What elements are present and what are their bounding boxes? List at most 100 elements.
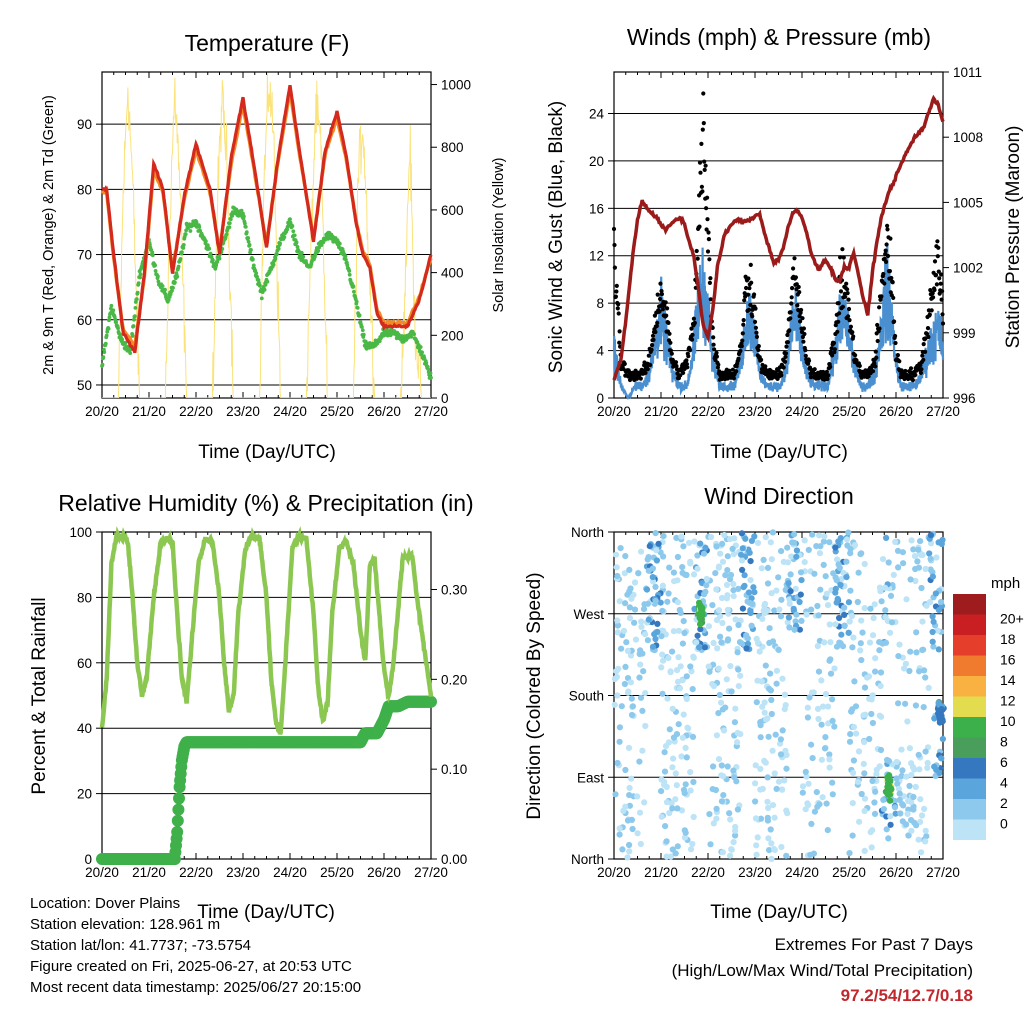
- dewpoint-point: [255, 274, 259, 279]
- direction-point: [925, 684, 932, 692]
- gust-point: [741, 322, 746, 327]
- direction-point: [631, 606, 639, 613]
- direction-point: [682, 744, 689, 752]
- direction-point: [899, 801, 906, 808]
- direction-point: [797, 569, 805, 576]
- direction-point: [614, 759, 621, 767]
- precip-point: [173, 792, 185, 805]
- direction-point: [669, 705, 676, 712]
- dewpoint-point: [150, 253, 155, 258]
- direction-point: [737, 731, 744, 738]
- direction-point: [927, 555, 934, 562]
- gust-point: [826, 373, 831, 378]
- direction-point: [758, 678, 765, 685]
- gust-point: [932, 287, 937, 293]
- gust-point: [655, 292, 660, 297]
- direction-point: [754, 834, 761, 841]
- dewpoint-point: [247, 243, 252, 247]
- direction-point: [638, 618, 645, 625]
- x-tick-label: 22/20: [179, 404, 213, 419]
- gust-point: [806, 358, 812, 363]
- dewpoint-point: [163, 287, 167, 292]
- direction-point: [683, 695, 690, 703]
- gust-point: [836, 319, 841, 324]
- y-tick-label: 50: [77, 378, 92, 393]
- direction-point: [814, 803, 821, 810]
- dewpoint-point: [276, 247, 281, 251]
- direction-point: [676, 685, 684, 692]
- direction-point: [761, 600, 769, 608]
- y-right-tick-label: 0.30: [441, 582, 467, 597]
- direction-point: [866, 639, 874, 646]
- direction-point: [697, 626, 704, 633]
- direction-point: [861, 560, 868, 568]
- direction-point: [838, 631, 845, 638]
- direction-point: [690, 653, 697, 660]
- direction-point: [741, 572, 748, 579]
- direction-point: [753, 699, 760, 706]
- direction-point: [693, 639, 700, 646]
- direction-point: [882, 614, 889, 621]
- direction-point: [700, 550, 708, 557]
- gust-point: [935, 254, 940, 259]
- direction-point: [659, 651, 666, 658]
- direction-point: [697, 540, 704, 547]
- direction-point: [642, 631, 649, 638]
- dewpoint-point: [354, 299, 359, 304]
- direction-point: [713, 805, 720, 812]
- dewpoint-point: [134, 297, 139, 302]
- direction-point: [679, 734, 686, 741]
- direction-point: [658, 813, 665, 820]
- direction-point: [769, 802, 777, 809]
- direction-point: [690, 813, 697, 821]
- direction-point: [778, 843, 785, 851]
- y-tick-label: 12: [589, 249, 604, 264]
- direction-point: [891, 804, 899, 811]
- direction-point: [887, 813, 894, 820]
- gust-point: [712, 347, 717, 352]
- direction-point: [757, 734, 764, 741]
- direction-point: [887, 821, 894, 828]
- direction-point: [904, 810, 911, 818]
- x-tick-label: 25/20: [320, 865, 354, 880]
- y-right-tick-label: 200: [441, 328, 464, 343]
- direction-point: [922, 674, 929, 681]
- direction-point: [821, 745, 829, 752]
- gust-point: [704, 206, 709, 211]
- direction-point: [789, 539, 796, 546]
- gust-point: [796, 307, 801, 313]
- direction-point: [805, 546, 812, 554]
- direction-point: [861, 770, 868, 777]
- direction-point: [845, 599, 853, 606]
- direction-point: [895, 785, 903, 792]
- direction-point: [720, 792, 727, 799]
- direction-point: [694, 565, 701, 572]
- direction-point: [680, 786, 688, 794]
- direction-point: [877, 669, 885, 676]
- direction-point: [914, 558, 921, 565]
- direction-point: [689, 840, 696, 848]
- gust-point: [714, 354, 720, 359]
- direction-point: [690, 571, 698, 578]
- direction-point: [667, 853, 675, 860]
- gust-point: [616, 311, 621, 316]
- direction-point: [690, 778, 697, 786]
- x-tick-label: 20/20: [85, 404, 119, 419]
- y-right-tick-label: 1002: [953, 261, 983, 276]
- direction-point: [661, 768, 669, 775]
- direction-point: [658, 633, 665, 640]
- direction-point: [846, 850, 853, 857]
- dewpoint-point: [363, 339, 368, 344]
- gust-point: [825, 376, 830, 382]
- direction-point: [915, 836, 922, 843]
- station-location: Location: Dover Plains: [30, 895, 181, 912]
- dewpoint-point: [259, 296, 264, 301]
- direction-point: [784, 619, 791, 626]
- dewpoint-point: [183, 232, 188, 237]
- dewpoint-point: [246, 236, 251, 240]
- direction-point: [930, 643, 937, 650]
- direction-point: [675, 627, 683, 634]
- dewpoint-point: [227, 221, 232, 226]
- direction-point: [713, 732, 721, 739]
- gust-point: [745, 292, 751, 297]
